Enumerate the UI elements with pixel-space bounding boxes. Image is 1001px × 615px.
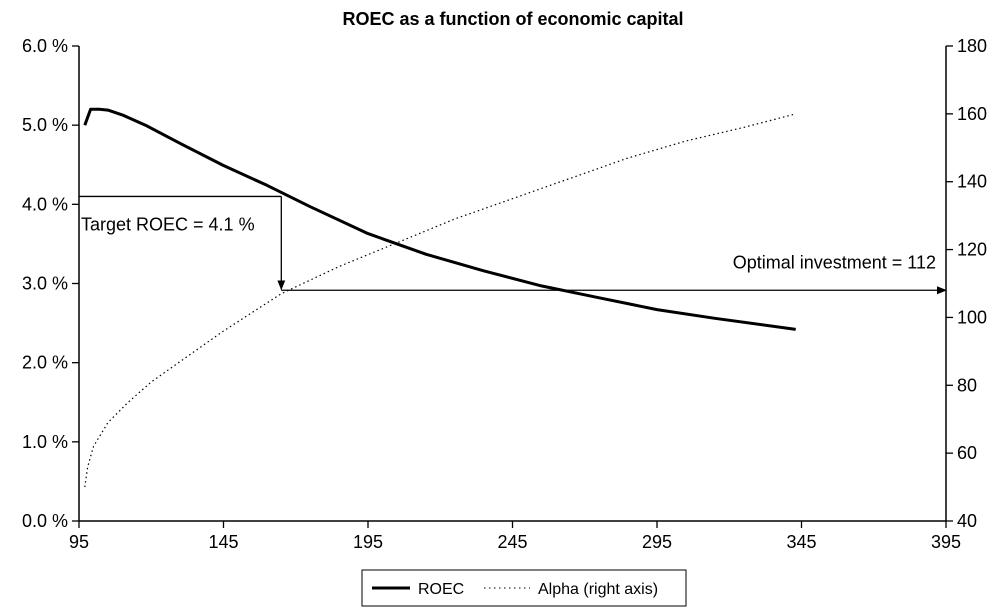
- legend-roec-label: ROEC: [418, 581, 464, 598]
- y-tick-label: 6.0 %: [22, 36, 68, 56]
- y2-tick-label: 40: [957, 511, 977, 531]
- chart-title: ROEC as a function of economic capital: [342, 9, 683, 29]
- y-tick-label: 4.0 %: [22, 194, 68, 214]
- y2-tick-label: 80: [957, 375, 977, 395]
- x-tick-label: 95: [69, 532, 89, 552]
- y2-tick-label: 120: [957, 240, 987, 260]
- y-tick-label: 5.0 %: [22, 115, 68, 135]
- y-tick-label: 1.0 %: [22, 432, 68, 452]
- plot-area: [78, 46, 947, 522]
- x-tick-label: 345: [786, 532, 816, 552]
- x-tick-label: 195: [353, 532, 383, 552]
- y2-tick-label: 140: [957, 172, 987, 192]
- roec-series-line: [83, 107, 796, 331]
- x-tick-label: 395: [931, 532, 961, 552]
- y-tick-label: 3.0 %: [22, 274, 68, 294]
- x-tick-label: 295: [642, 532, 672, 552]
- y2-tick-label: 100: [957, 307, 987, 327]
- y2-tick-label: 160: [957, 104, 987, 124]
- x-tick-label: 145: [208, 532, 238, 552]
- legend-alpha-label: Alpha (right axis): [538, 581, 658, 598]
- y2-tick-label: 180: [957, 36, 987, 56]
- optimal-investment-label: Optimal investment = 112: [733, 252, 936, 272]
- x-tick-label: 245: [497, 532, 527, 552]
- y-tick-label: 0.0 %: [22, 511, 68, 531]
- y-tick-label: 2.0 %: [22, 353, 68, 373]
- alpha-series-line: [84, 113, 796, 488]
- legend: ROEC Alpha (right axis): [361, 569, 687, 607]
- target-roec-label: Target ROEC = 4.1 %: [81, 214, 255, 234]
- y2-tick-label: 60: [957, 443, 977, 463]
